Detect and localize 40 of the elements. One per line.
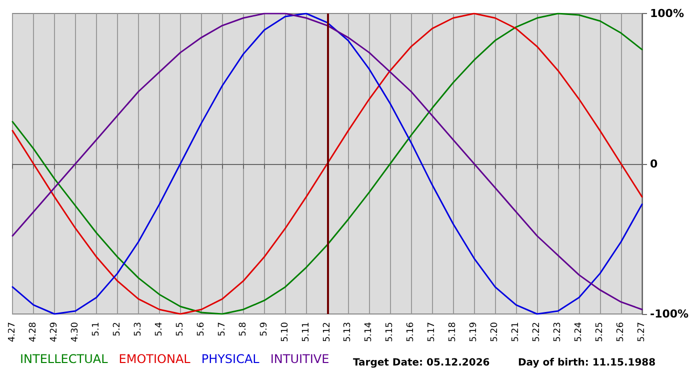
x-tick-label: 5.19 bbox=[469, 322, 480, 342]
x-tick-label: 5.18 bbox=[448, 322, 458, 342]
x-tick-label: 5.5 bbox=[175, 322, 186, 336]
x-tick-label: 5.4 bbox=[154, 322, 164, 336]
x-tick-label: 4.28 bbox=[28, 322, 38, 342]
x-tick-label: 5.22 bbox=[532, 322, 542, 342]
x-tick-label: 5.3 bbox=[133, 322, 144, 336]
x-tick-label: 5.6 bbox=[196, 322, 206, 336]
x-tick-label: 4.29 bbox=[49, 322, 60, 342]
x-tick-label: 5.23 bbox=[553, 322, 564, 342]
x-tick-label: 5.1 bbox=[91, 322, 102, 336]
x-tick-label: 5.20 bbox=[490, 322, 500, 342]
text: PHYSICAL bbox=[201, 352, 260, 366]
x-tick-label: 5.12 bbox=[322, 322, 332, 342]
x-tick-label: 5.27 bbox=[637, 322, 647, 342]
x-tick-label: 5.14 bbox=[364, 322, 374, 342]
text: Day of birth: 11.15.1988 bbox=[518, 358, 656, 368]
x-tick-label: 5.11 bbox=[301, 322, 312, 342]
x-tick-label: 5.2 bbox=[112, 322, 122, 336]
x-tick-label: 4.30 bbox=[70, 322, 80, 342]
x-tick-label: 5.9 bbox=[259, 322, 270, 336]
x-tick-label: 5.15 bbox=[385, 322, 396, 342]
y-tick-label: 0 bbox=[650, 157, 658, 170]
text: Target Date: 05.12.2026 bbox=[353, 358, 490, 368]
text: EMOTIONAL bbox=[118, 352, 191, 366]
x-tick-label: 5.8 bbox=[238, 322, 248, 336]
x-tick-label: 4.27 bbox=[8, 322, 18, 342]
text: INTUITIVE bbox=[270, 352, 330, 366]
y-tick-label: 100% bbox=[650, 7, 684, 20]
text: INTELLECTUAL bbox=[20, 352, 108, 366]
x-tick-label: 5.24 bbox=[574, 322, 584, 342]
x-tick-label: 5.21 bbox=[511, 322, 522, 342]
x-tick-label: 5.17 bbox=[427, 322, 438, 342]
x-tick-label: 5.25 bbox=[595, 322, 606, 342]
x-tick-label: 5.10 bbox=[280, 322, 290, 342]
x-tick-label: 5.26 bbox=[616, 322, 626, 342]
x-tick-label: 5.16 bbox=[406, 322, 416, 342]
x-tick-label: 5.13 bbox=[343, 322, 354, 342]
y-tick-label: -100% bbox=[650, 308, 689, 320]
x-tick-label: 5.7 bbox=[217, 322, 228, 336]
